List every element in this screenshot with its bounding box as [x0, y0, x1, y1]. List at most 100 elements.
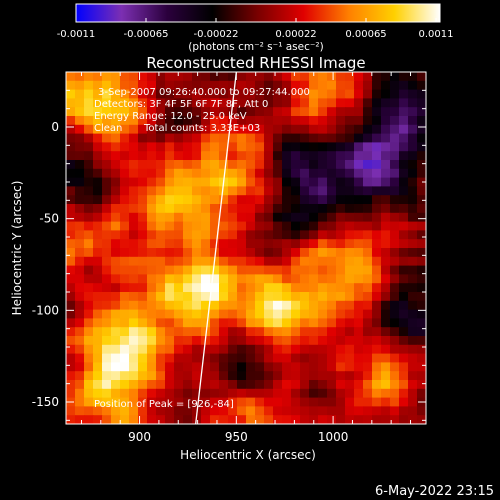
heatmap-cell	[255, 397, 265, 407]
heatmap-cell	[147, 221, 157, 231]
heatmap-cell	[345, 388, 355, 399]
heatmap-cell	[417, 186, 426, 196]
heatmap-cell	[201, 72, 211, 82]
heatmap-cell	[363, 107, 373, 117]
heatmap-cell	[264, 300, 274, 311]
heatmap-cell	[75, 204, 85, 214]
heatmap-cell	[111, 397, 121, 407]
heatmap-cell	[399, 397, 409, 407]
heatmap-cell	[138, 177, 148, 187]
heatmap-cell	[417, 371, 426, 381]
heatmap-cell	[210, 160, 220, 170]
heatmap-cell	[75, 336, 85, 346]
heatmap-cell	[102, 265, 112, 275]
heatmap-cell	[417, 344, 426, 355]
heatmap-cell	[291, 204, 301, 214]
heatmap-cell	[147, 362, 157, 372]
heatmap-cell	[201, 380, 211, 390]
heatmap-cell	[165, 177, 175, 187]
heatmap-cell	[336, 309, 346, 319]
heatmap-cell	[309, 248, 319, 258]
heatmap-cell	[390, 221, 400, 231]
heatmap-cell	[255, 344, 265, 355]
heatmap-cell	[264, 239, 274, 249]
heatmap-cell	[327, 133, 337, 143]
heatmap-cell	[192, 265, 202, 275]
x-axis-label: Heliocentric X (arcsec)	[180, 448, 316, 462]
heatmap-cell	[300, 292, 310, 302]
heatmap-cell	[345, 371, 355, 381]
heatmap-cell	[183, 204, 193, 214]
heatmap-cell	[156, 151, 166, 161]
heatmap-cell	[345, 168, 355, 179]
heatmap-cell	[138, 160, 148, 170]
heatmap-cell	[111, 336, 121, 346]
heatmap-cell	[210, 195, 220, 205]
heatmap-cell	[84, 265, 94, 275]
heatmap-cell	[300, 168, 310, 179]
heatmap-cell	[381, 151, 391, 161]
heatmap-cell	[237, 292, 247, 302]
heatmap-cell	[291, 300, 301, 311]
heatmap-cell	[282, 362, 292, 372]
heatmap-cell	[138, 397, 148, 407]
heatmap-cell	[417, 212, 426, 223]
heatmap-cell	[228, 160, 238, 170]
heatmap-cell	[201, 116, 211, 126]
heatmap-cell	[129, 362, 139, 372]
heatmap-cell	[327, 256, 337, 267]
heatmap-cell	[75, 160, 85, 170]
heatmap-cell	[147, 380, 157, 390]
heatmap-cell	[354, 292, 364, 302]
heatmap-cell	[237, 142, 247, 152]
heatmap-cell	[273, 248, 283, 258]
heatmap-cell	[210, 151, 220, 161]
heatmap-cell	[381, 204, 391, 214]
heatmap-cell	[156, 388, 166, 399]
heatmap-cell	[282, 160, 292, 170]
heatmap-cell	[417, 265, 426, 275]
heatmap-cell	[408, 80, 418, 91]
heatmap-cell	[219, 256, 229, 267]
heatmap-cell	[66, 327, 76, 337]
heatmap-cell	[165, 344, 175, 355]
heatmap-cell	[390, 160, 400, 170]
heatmap-cell	[408, 168, 418, 179]
heatmap-cell	[93, 168, 103, 179]
heatmap-cell	[381, 300, 391, 311]
heatmap-cell	[111, 292, 121, 302]
heatmap-cell	[417, 274, 426, 284]
heatmap-cell	[246, 292, 256, 302]
heatmap-cell	[255, 362, 265, 372]
heatmap-cell	[165, 309, 175, 319]
heatmap-cell	[192, 283, 202, 293]
heatmap-cell	[156, 124, 166, 135]
heatmap-cell	[255, 230, 265, 240]
heatmap-cell	[417, 318, 426, 328]
heatmap-cell	[201, 168, 211, 179]
heatmap-cell	[291, 336, 301, 346]
heatmap-cell	[354, 353, 364, 363]
heatmap-cell	[273, 204, 283, 214]
heatmap-cell	[300, 72, 310, 82]
heatmap-cell	[174, 239, 184, 249]
heatmap-cell	[111, 72, 121, 82]
heatmap-cell	[129, 221, 139, 231]
heatmap-cell	[120, 124, 130, 135]
heatmap-cell	[336, 371, 346, 381]
heatmap-cell	[399, 98, 409, 108]
annotation-time-range: 3-Sep-2007 09:26:40.000 to 09:27:44.000	[98, 87, 310, 98]
heatmap-cell	[381, 353, 391, 363]
heatmap-cell	[345, 221, 355, 231]
heatmap-cell	[75, 133, 85, 143]
heatmap-cell	[228, 133, 238, 143]
heatmap-cell	[372, 362, 382, 372]
heatmap-cell	[264, 336, 274, 346]
heatmap-cell	[165, 72, 175, 82]
heatmap-cell	[192, 107, 202, 117]
heatmap-cell	[291, 186, 301, 196]
heatmap-cell	[138, 212, 148, 223]
heatmap-cell	[300, 116, 310, 126]
heatmap-cell	[93, 380, 103, 390]
heatmap-cell	[84, 89, 94, 99]
